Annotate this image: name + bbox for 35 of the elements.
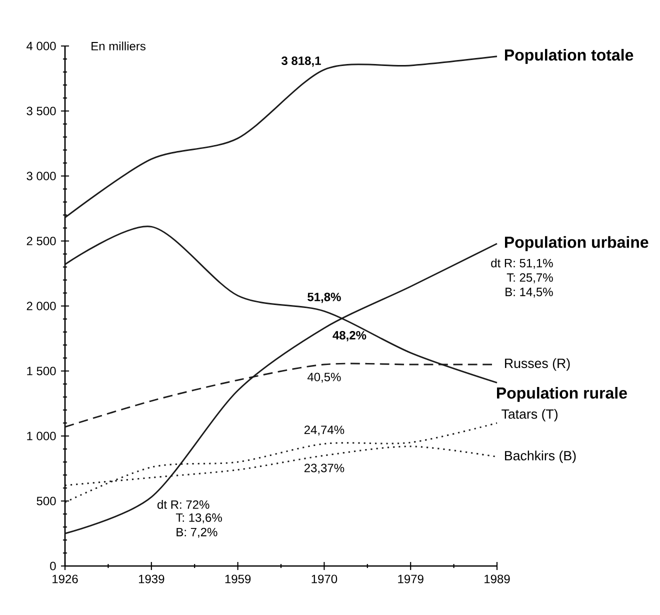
y-axis-title: En milliers: [92, 42, 146, 50]
series-label: Population totale: [505, 48, 634, 64]
annotation: 40,5%: [307, 372, 341, 383]
text: B: 14,5%: [506, 288, 553, 298]
y-tick-label: 500: [36, 496, 56, 506]
series-label: Population rurale: [497, 386, 627, 402]
y-tick-label: 3 500: [26, 106, 56, 116]
series-label: Population urbaine: [505, 236, 648, 252]
line-series: [64, 56, 498, 218]
series-label: Bachkirs (B): [505, 450, 576, 464]
x-tick-label: 1959: [225, 574, 251, 584]
x-tick-label: 1979: [398, 574, 424, 584]
annotation: B: 7,2%: [176, 528, 218, 538]
annotation: dt R: 72%: [158, 500, 210, 509]
series-label: Tatars (T): [502, 408, 558, 422]
annotation: 51,8%: [308, 292, 341, 303]
y-tick-label: 1 000: [27, 432, 56, 440]
y-tick-label: 4 000: [26, 42, 56, 50]
annotation: 3 818,1: [282, 56, 321, 67]
y-tick-label: 3 000: [26, 172, 56, 180]
annotation: 23,37%: [304, 464, 344, 474]
x-tick-label: 1926: [52, 574, 78, 584]
series-label: Russes (R): [505, 358, 570, 371]
y-tick-label: 0: [50, 562, 56, 570]
text: T: 25,7%: [506, 273, 553, 284]
x-tick-label: 1989: [484, 574, 510, 584]
annotation: dt R: 51,1%: [491, 258, 553, 269]
annotation: 48,2%: [332, 331, 366, 342]
y-tick-label: 1 500: [27, 366, 56, 376]
y-tick-label: 2 000: [26, 302, 56, 310]
y-tick-label: 2 500: [26, 236, 56, 246]
x-tick-label: 1970: [312, 574, 338, 584]
annotation: T: 13,6%: [176, 513, 222, 524]
x-tick-label: 1939: [138, 574, 164, 584]
annotation: 24,74%: [304, 426, 344, 436]
